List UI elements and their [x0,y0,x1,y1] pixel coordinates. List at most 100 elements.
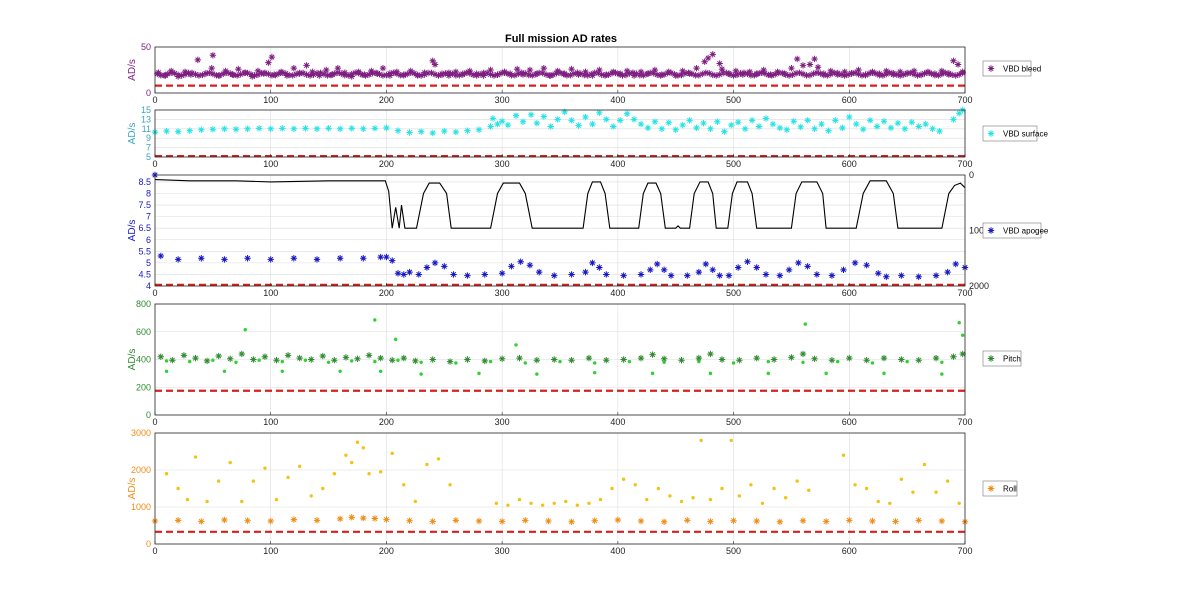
plot-area [155,433,965,544]
data-point [514,343,518,347]
data-point [378,369,383,373]
data-point [651,118,659,125]
band-point [872,70,880,77]
data-point [841,453,846,457]
band-point [237,71,244,78]
data-point [507,70,514,77]
band-point [716,71,723,78]
band-point [865,70,873,77]
data-point [414,72,421,79]
data-point [475,126,483,133]
data-point [873,123,881,130]
data-point [419,360,423,364]
y-tick-label: 7 [146,212,151,222]
data-point [783,496,788,500]
data-point [513,65,521,73]
data-point [319,352,326,360]
data-point [227,355,234,363]
y-tick-label: 9 [146,133,151,143]
data-point [526,66,534,74]
data-point [828,272,836,279]
data-point [876,499,880,504]
band-point [702,69,709,76]
legend-label: VBD bleed [1003,65,1041,74]
data-point [464,272,471,279]
band-point [306,72,314,79]
data-point [277,68,285,76]
band-point [591,69,598,77]
data-point [863,261,870,269]
data-point [261,353,269,360]
data-point [716,272,723,279]
data-point [284,352,292,359]
data-point [431,259,439,267]
data-point [888,501,892,505]
band-point [497,70,505,77]
data-point [766,371,770,376]
band-point [879,72,887,79]
band-point [796,69,803,77]
x-tick-label: 700 [957,546,972,556]
legend-apogee: VBD apogee [982,222,1049,239]
band-point [171,70,178,77]
band-point [570,70,578,77]
data-point [795,259,802,267]
subplot-apogee: 0 100 200 300 400 500 600 700 4 4.55 5.56 6.57 7.58 8… [127,170,1049,298]
band-point [199,71,206,79]
data-point [799,350,807,358]
data-point [527,111,535,118]
data-point [790,118,797,125]
data-point [851,259,859,267]
data-point [464,356,471,363]
band-point [476,71,484,78]
y-tick-label: 2000 [131,465,151,475]
right-tick-label: 2000 [969,281,989,291]
data-point [181,68,189,76]
y-tick-label: 8.5 [138,177,151,187]
band-point [598,71,605,78]
band-point [185,69,192,77]
data-point [637,120,645,128]
data-point [649,351,656,358]
data-point [616,70,624,77]
band-point [723,69,730,77]
data-point [386,72,394,79]
data-point [945,71,952,78]
data-point [701,58,708,65]
data-point [593,370,597,375]
data-point [244,125,251,132]
band-point [431,71,439,78]
band-point [463,69,470,76]
data-point [911,490,915,494]
band-point [522,70,529,77]
data-point [735,119,742,126]
data-point [400,71,407,78]
band-point [164,70,171,78]
data-point [441,263,448,270]
band-point [789,71,796,79]
data-point [950,116,957,123]
axes-frame [154,303,966,416]
y-tick-label: 5.5 [138,246,151,256]
band-point [511,72,519,79]
data-point [331,356,338,364]
data-point [267,517,274,525]
band-point [952,72,959,79]
data-point [620,356,627,363]
band-point [713,72,720,79]
band-point [581,71,588,79]
data-point [898,272,905,279]
data-point [297,464,302,468]
data-point [846,517,853,524]
data-point [238,350,245,358]
data-point [744,258,751,265]
data-point [748,117,756,124]
data-point [174,128,182,135]
y-tick-label: 200 [136,382,151,392]
data-point [180,352,188,359]
data-point [610,68,617,76]
band-point [612,69,619,77]
data-point [589,120,596,128]
data-point [313,517,321,524]
data-point [932,272,940,279]
